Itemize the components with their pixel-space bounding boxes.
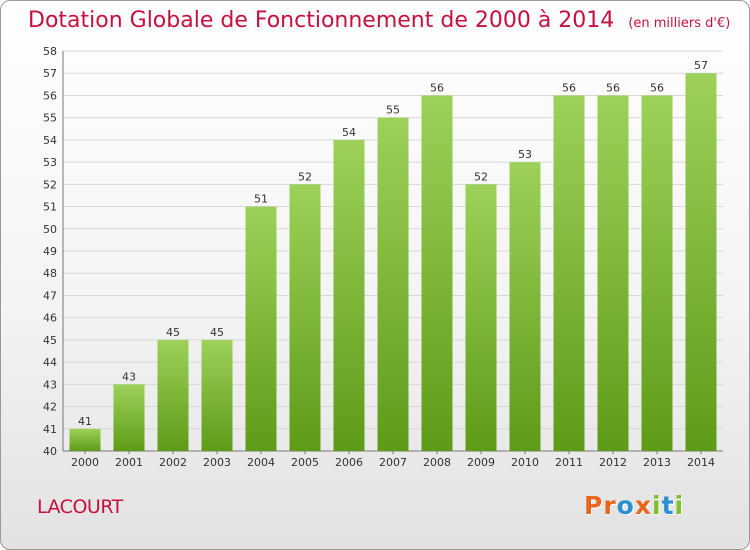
x-tick-label: 2006	[335, 456, 363, 469]
y-tick-label: 56	[43, 89, 57, 102]
data-label: 55	[386, 104, 400, 117]
y-tick-label: 46	[43, 312, 57, 325]
data-label: 52	[298, 170, 312, 183]
data-label: 56	[650, 81, 664, 94]
data-label: 45	[210, 326, 224, 339]
chart-title: Dotation Globale de Fonctionnement de 20…	[28, 8, 730, 33]
y-tick-label: 53	[43, 156, 57, 169]
chart-title-text: Dotation Globale de Fonctionnement de 20…	[28, 8, 615, 33]
y-tick-label: 47	[43, 289, 57, 302]
bar	[157, 339, 189, 451]
data-label: 45	[166, 326, 180, 339]
chart-unit: (en milliers d'€)	[628, 16, 731, 31]
y-tick-label: 51	[43, 201, 57, 214]
x-tick-label: 2004	[247, 456, 275, 469]
x-tick-label: 2002	[159, 456, 187, 469]
bar	[69, 428, 101, 451]
y-tick-label: 48	[43, 267, 57, 280]
x-tick-label: 2007	[379, 456, 407, 469]
logo-letter: r	[603, 491, 617, 520]
data-label: 53	[518, 148, 532, 161]
bar	[113, 384, 145, 451]
bar	[201, 339, 233, 451]
y-tick-label: 43	[43, 378, 57, 391]
commune-name: LACOURT	[37, 496, 123, 518]
data-label: 57	[694, 59, 708, 72]
data-label: 54	[342, 126, 356, 139]
bar	[685, 73, 717, 451]
logo-letter: x	[634, 491, 652, 520]
y-tick-label: 44	[43, 356, 57, 369]
x-tick-label: 2012	[599, 456, 627, 469]
bar	[553, 95, 585, 451]
y-tick-label: 40	[43, 445, 57, 458]
data-label: 43	[122, 370, 136, 383]
y-tick-label: 50	[43, 223, 57, 236]
x-tick-label: 2000	[71, 456, 99, 469]
x-tick-label: 2009	[467, 456, 495, 469]
y-tick-label: 54	[43, 134, 57, 147]
proxiti-logo: Proxiti	[584, 491, 684, 520]
x-tick-label: 2014	[687, 456, 715, 469]
x-tick-label: 2001	[115, 456, 143, 469]
logo-letter: i	[652, 491, 662, 520]
logo-letter: P	[584, 491, 604, 520]
x-tick-label: 2010	[511, 456, 539, 469]
bar	[509, 162, 541, 451]
data-label: 52	[474, 170, 488, 183]
data-label: 56	[562, 81, 576, 94]
logo-letter: o	[616, 491, 635, 520]
data-label: 51	[254, 193, 268, 206]
logo-letter: t	[661, 491, 675, 520]
x-tick-label: 2008	[423, 456, 451, 469]
x-tick-label: 2003	[203, 456, 231, 469]
y-tick-label: 57	[43, 67, 57, 80]
data-label: 41	[78, 415, 92, 428]
bar	[245, 206, 277, 451]
bar	[289, 184, 321, 452]
y-tick-label: 58	[43, 45, 57, 58]
y-tick-label: 45	[43, 334, 57, 347]
bar	[465, 184, 497, 452]
data-label: 56	[430, 81, 444, 94]
bar	[333, 139, 365, 451]
y-tick-label: 55	[43, 112, 57, 125]
bar	[421, 95, 453, 451]
y-tick-label: 52	[43, 178, 57, 191]
logo-letter: i	[674, 491, 685, 520]
bar	[377, 117, 409, 452]
y-tick-label: 49	[43, 245, 57, 258]
data-label: 56	[606, 81, 620, 94]
x-tick-label: 2005	[291, 456, 319, 469]
bar	[641, 95, 673, 451]
x-tick-label: 2013	[643, 456, 671, 469]
y-tick-label: 41	[43, 423, 57, 436]
bar	[597, 95, 629, 451]
y-tick-label: 42	[43, 401, 57, 414]
x-tick-label: 2011	[555, 456, 583, 469]
